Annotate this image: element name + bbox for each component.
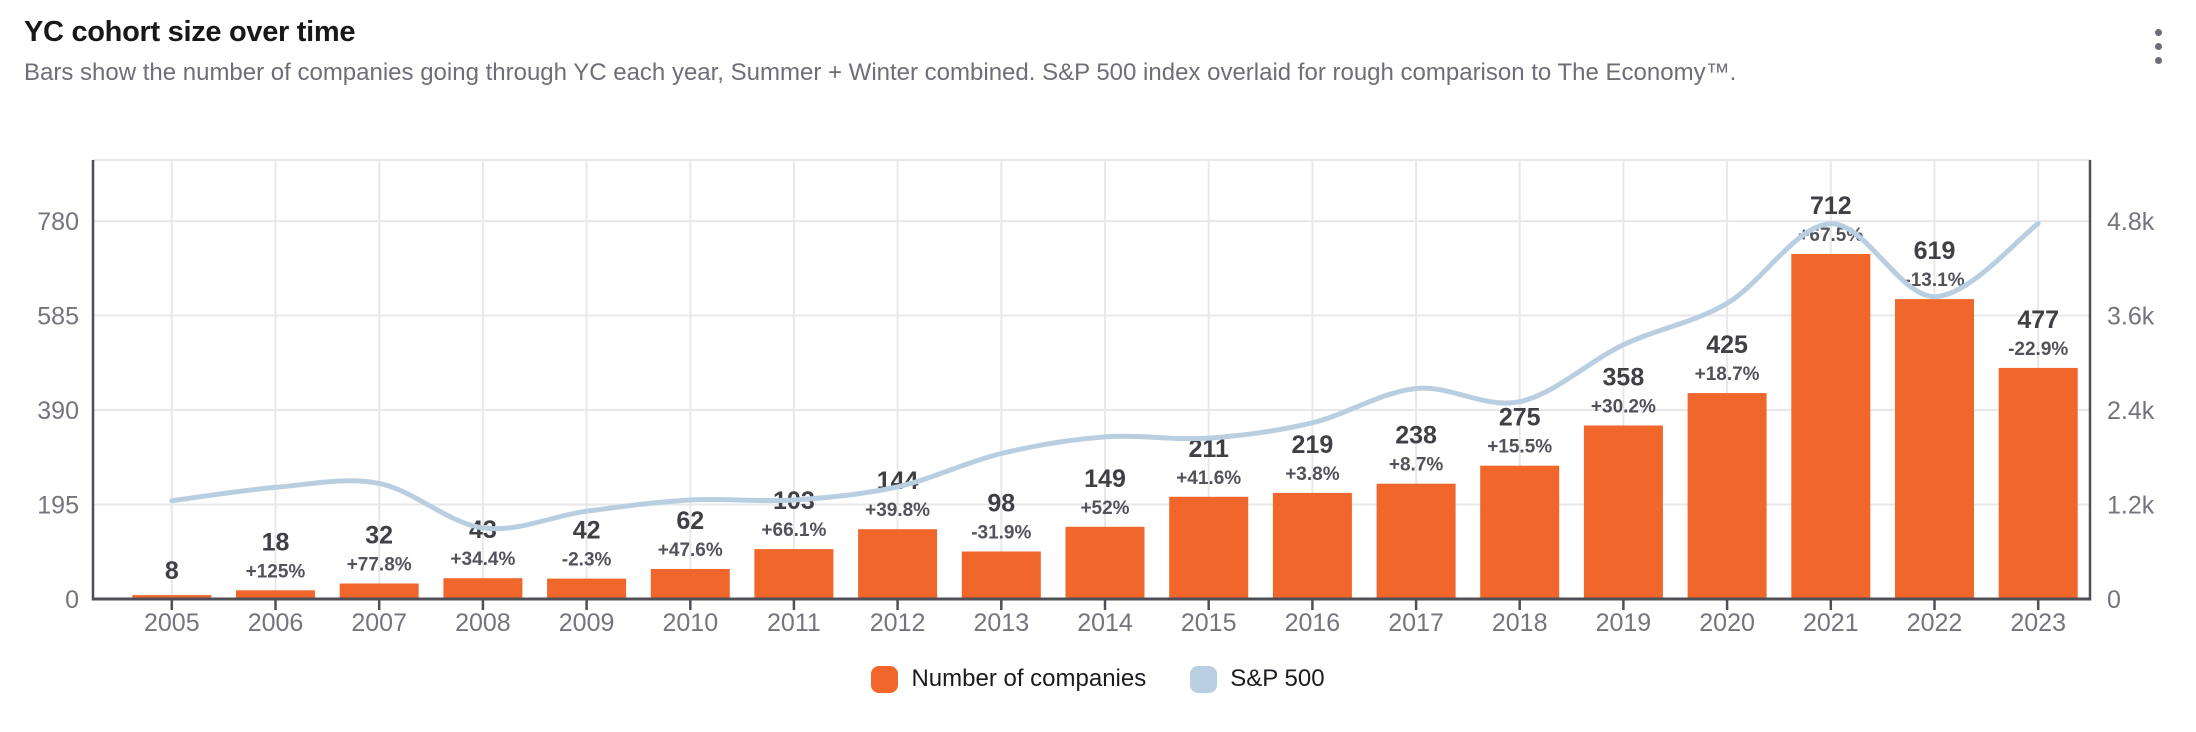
x-axis-year-label: 2013 [973, 609, 1029, 637]
x-axis-year-label: 2012 [870, 609, 926, 637]
bar-2019[interactable] [1583, 425, 1663, 600]
bar-value-label: 8 [165, 557, 179, 585]
x-axis-year-label: 2006 [248, 609, 304, 637]
chart-subtitle: Bars show the number of companies going … [24, 59, 1737, 86]
right-axis-tick-label: 2.4k [2107, 397, 2155, 425]
bar-2017[interactable] [1376, 483, 1456, 599]
x-axis-year-label: 2009 [559, 609, 615, 637]
bar-value-label: 219 [1292, 431, 1334, 459]
left-axis-tick-label: 195 [37, 492, 79, 520]
bar-2005[interactable] [132, 595, 212, 599]
x-axis-year-label: 2014 [1077, 609, 1133, 637]
bar-2021[interactable] [1791, 254, 1871, 599]
bar-pct-label: +47.6% [658, 540, 723, 561]
right-axis-tick-label: 4.8k [2107, 208, 2155, 236]
right-axis-tick-label: 1.2k [2107, 492, 2155, 520]
bar-value-label: 149 [1084, 465, 1126, 493]
bar-pct-label: -22.9% [2008, 339, 2068, 360]
bar-2015[interactable] [1169, 496, 1249, 599]
x-axis-year-label: 2010 [662, 609, 718, 637]
bar-pct-label: +8.7% [1389, 455, 1444, 476]
legend-label: S&P 500 [1230, 665, 1325, 692]
bar-pct-label: -2.3% [562, 550, 612, 571]
left-axis-tick-label: 390 [37, 397, 79, 425]
bar-pct-label: +77.8% [347, 555, 412, 576]
bar-value-label: 425 [1706, 331, 1748, 359]
x-axis-year-label: 2005 [144, 609, 200, 637]
x-axis-year-label: 2011 [767, 609, 821, 637]
right-axis-tick-label: 3.6k [2107, 303, 2155, 331]
bar-pct-label: +125% [246, 561, 306, 582]
legend-label: Number of companies [911, 665, 1147, 692]
x-axis-year-label: 2020 [1699, 609, 1755, 637]
bars-series [132, 254, 2078, 600]
bar-2007[interactable] [339, 583, 419, 600]
axes: 0 195 390 585 780 0 1.2k 2.4k 3.6k 4.8k 2005 2006 20… [37, 160, 2155, 637]
x-axis-year-label: 2019 [1596, 609, 1652, 637]
sp500-line [169, 221, 2041, 532]
legend-item-companies[interactable]: Number of companies [871, 665, 1146, 693]
x-axis-year-label: 2008 [455, 609, 511, 637]
bar-2011[interactable] [754, 549, 834, 599]
x-axis-year-label: 2017 [1388, 609, 1444, 637]
bar-pct-label: +34.4% [450, 549, 515, 570]
bar-2016[interactable] [1272, 492, 1352, 599]
bar-pct-label: +66.1% [761, 520, 826, 541]
bar-2012[interactable] [858, 529, 938, 599]
chart-menu-button[interactable] [2138, 20, 2178, 72]
bar-labels: 818+125%32+77.8%43+34.4%42-2.3%62+47.6%1… [165, 192, 2069, 585]
bar-2010[interactable] [650, 569, 730, 599]
bar-2008[interactable] [443, 578, 523, 599]
sp500-swatch-icon [1190, 665, 1218, 693]
page-title: YC cohort size over time [24, 16, 356, 48]
bar-pct-label: -31.9% [971, 523, 1031, 544]
companies-swatch-icon [871, 665, 899, 693]
bar-pct-label: -13.1% [1904, 270, 1964, 291]
bar-2013[interactable] [961, 551, 1041, 600]
x-axis-year-label: 2022 [1907, 609, 1963, 637]
bar-value-label: 477 [2017, 306, 2059, 334]
bar-value-label: 712 [1810, 192, 1852, 220]
x-axis-year-label: 2021 [1803, 609, 1859, 637]
chart-card: YC cohort size over time Bars show the n… [0, 14, 2196, 693]
bar-value-label: 238 [1395, 422, 1437, 450]
bar-value-label: 275 [1499, 404, 1541, 432]
chart-header: YC cohort size over time Bars show the n… [0, 14, 2196, 88]
x-axis-year-label: 2018 [1492, 609, 1548, 637]
left-axis-tick-label: 0 [65, 586, 79, 614]
bar-value-label: 18 [262, 528, 290, 556]
bar-pct-label: +52% [1080, 498, 1129, 519]
x-axis-year-label: 2023 [2010, 609, 2066, 637]
bar-2022[interactable] [1895, 299, 1974, 599]
right-axis-tick-label: 0 [2107, 586, 2121, 614]
left-axis-tick-label: 780 [37, 208, 79, 236]
x-axis-year-label: 2015 [1181, 609, 1237, 637]
bar-2009[interactable] [547, 578, 627, 599]
bar-value-label: 42 [573, 517, 601, 545]
line-series [169, 221, 2041, 532]
bar-value-label: 619 [1914, 237, 1956, 265]
bar-2014[interactable] [1065, 526, 1145, 599]
chart-area: 8 18 +125% 32 +77.8% 43 +34.4% 42 -2.3% 62 +47.6% 1… [0, 100, 2196, 661]
bar-pct-label: +41.6% [1176, 468, 1241, 489]
bar-value-label: 62 [676, 507, 704, 535]
bar-value-label: 98 [987, 490, 1015, 518]
bar-2018[interactable] [1480, 465, 1560, 599]
bar-value-label: 358 [1603, 364, 1645, 392]
x-axis-year-label: 2007 [351, 609, 407, 637]
legend-item-sp500[interactable]: S&P 500 [1190, 665, 1325, 693]
cohort-chart: 818+125%32+77.8%43+34.4%42-2.3%62+47.6%1… [37, 159, 2155, 637]
bar-pct-label: +3.8% [1285, 464, 1340, 485]
bar-2006[interactable] [236, 590, 315, 599]
bar-pct-label: +15.5% [1487, 437, 1552, 458]
bar-pct-label: +39.8% [865, 500, 930, 521]
chart-legend: Number of companies S&P 500 [0, 665, 2196, 693]
bar-2023[interactable] [1998, 367, 2078, 599]
bar-pct-label: +18.7% [1695, 364, 1760, 385]
x-axis-year-label: 2016 [1285, 609, 1341, 637]
bar-value-label: 32 [365, 522, 393, 550]
left-axis-tick-label: 585 [37, 303, 79, 331]
bar-pct-label: +30.2% [1591, 397, 1656, 418]
bar-2020[interactable] [1687, 393, 1767, 599]
